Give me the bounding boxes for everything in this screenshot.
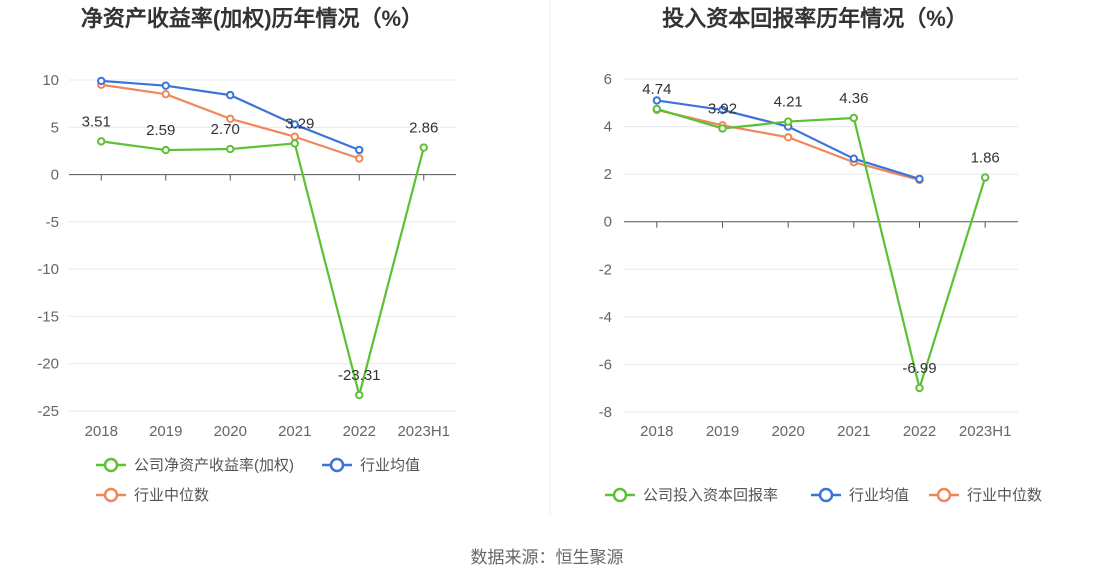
x-category-label: 2018 xyxy=(85,423,118,440)
data-point xyxy=(290,120,299,129)
data-point xyxy=(783,133,793,142)
legend-item[interactable]: 行业中位数 xyxy=(929,487,1042,504)
legend-circle-marker xyxy=(612,487,628,503)
data-point xyxy=(290,139,299,148)
y-tick-label: 0 xyxy=(604,214,612,231)
y-tick-label: 10 xyxy=(42,72,59,89)
series-line xyxy=(656,107,987,390)
data-label: 2.70 xyxy=(211,121,240,138)
legend-label: 公司净资产收益率(加权) xyxy=(134,457,294,474)
data-point xyxy=(718,124,727,133)
data-point xyxy=(915,174,924,184)
series-line xyxy=(101,140,425,397)
data-label: -23.31 xyxy=(338,367,381,384)
roic-chart-title: 投入资本回报率历年情况（%） xyxy=(662,6,968,31)
data-point xyxy=(97,76,106,86)
data-source: 数据来源：恒生聚源 xyxy=(471,548,624,567)
data-label: 2.86 xyxy=(409,120,438,137)
data-point xyxy=(161,89,170,99)
y-tick-label: 5 xyxy=(51,119,59,136)
legend-item[interactable]: 公司投入资本回报率 xyxy=(605,487,778,504)
y-tick-label: -2 xyxy=(599,261,612,278)
y-tick-label: 4 xyxy=(604,119,612,136)
y-tick-label: -20 xyxy=(37,356,59,373)
y-tick-label: -6 xyxy=(599,356,612,373)
data-label: 2.59 xyxy=(146,122,175,139)
legend-item[interactable]: 行业中位数 xyxy=(96,487,209,504)
data-label: 4.21 xyxy=(774,94,803,111)
data-point xyxy=(718,105,727,115)
legend-label: 行业均值 xyxy=(849,487,909,504)
y-tick-label: -8 xyxy=(599,404,612,421)
x-category-label: 2018 xyxy=(640,423,673,440)
data-point xyxy=(161,145,170,155)
x-category-label: 2020 xyxy=(214,423,247,440)
data-point xyxy=(652,104,662,114)
x-category-label: 2021 xyxy=(278,423,311,440)
legend-label: 行业均值 xyxy=(360,457,420,474)
x-category-label: 2023H1 xyxy=(959,423,1012,440)
data-point xyxy=(226,90,235,100)
data-point xyxy=(849,113,859,123)
legend-circle-marker xyxy=(103,457,119,473)
y-tick-label: 6 xyxy=(604,71,612,88)
data-point xyxy=(915,383,924,393)
data-point xyxy=(355,390,364,400)
y-tick-label: -15 xyxy=(37,308,59,325)
data-label: 3.92 xyxy=(708,100,737,117)
x-category-label: 2019 xyxy=(706,423,739,440)
roic-chart: 投入资本回报率历年情况（%） 6 4 2 0 -2 -4 -6 -8 2018 2019 2020 2… xyxy=(599,6,1042,504)
data-label: 1.86 xyxy=(971,149,1000,166)
roe-chart-title: 净资产收益率(加权)历年情况（%） xyxy=(81,6,423,31)
y-tick-label: -25 xyxy=(37,403,59,420)
data-point xyxy=(980,173,990,182)
y-tick-label: 2 xyxy=(604,166,612,183)
data-label: 3.51 xyxy=(82,113,111,130)
data-label: -6.99 xyxy=(902,360,936,377)
data-point xyxy=(652,96,662,105)
legend-label: 公司投入资本回报率 xyxy=(643,487,778,504)
data-point xyxy=(161,81,170,90)
legend-circle-marker xyxy=(936,487,952,503)
x-category-label: 2022 xyxy=(903,423,936,440)
data-label: 4.36 xyxy=(839,90,868,107)
data-point xyxy=(97,137,106,146)
legend-circle-marker xyxy=(103,487,119,503)
legend-item[interactable]: 行业均值 xyxy=(811,487,909,504)
legend-circle-marker xyxy=(818,487,834,503)
y-tick-label: -4 xyxy=(599,309,612,326)
data-label: 3.29 xyxy=(285,115,314,132)
x-category-label: 2019 xyxy=(149,423,182,440)
data-label: 4.74 xyxy=(642,81,671,98)
x-category-label: 2022 xyxy=(343,423,376,440)
y-tick-label: -10 xyxy=(37,261,59,278)
data-point xyxy=(226,144,235,154)
roe-chart: 净资产收益率(加权)历年情况（%） 10 5 0 -5 -10 -15 -20 -25 2018… xyxy=(37,6,456,504)
legend-circle-marker xyxy=(329,457,345,473)
data-point xyxy=(783,117,793,126)
x-category-label: 2021 xyxy=(837,423,870,440)
data-point xyxy=(355,145,364,155)
y-tick-label: -5 xyxy=(46,214,59,231)
data-point xyxy=(226,114,235,123)
data-point xyxy=(355,154,364,163)
data-point xyxy=(419,143,428,152)
legend-label: 行业中位数 xyxy=(134,487,209,504)
data-point xyxy=(290,132,299,141)
y-tick-label: 0 xyxy=(51,167,59,184)
data-point xyxy=(849,154,859,163)
x-category-label: 2023H1 xyxy=(397,423,450,440)
legend-label: 行业中位数 xyxy=(967,487,1042,504)
legend-item[interactable]: 公司净资产收益率(加权) xyxy=(96,457,294,474)
legend-item[interactable]: 行业均值 xyxy=(322,457,420,474)
x-category-label: 2020 xyxy=(771,423,804,440)
